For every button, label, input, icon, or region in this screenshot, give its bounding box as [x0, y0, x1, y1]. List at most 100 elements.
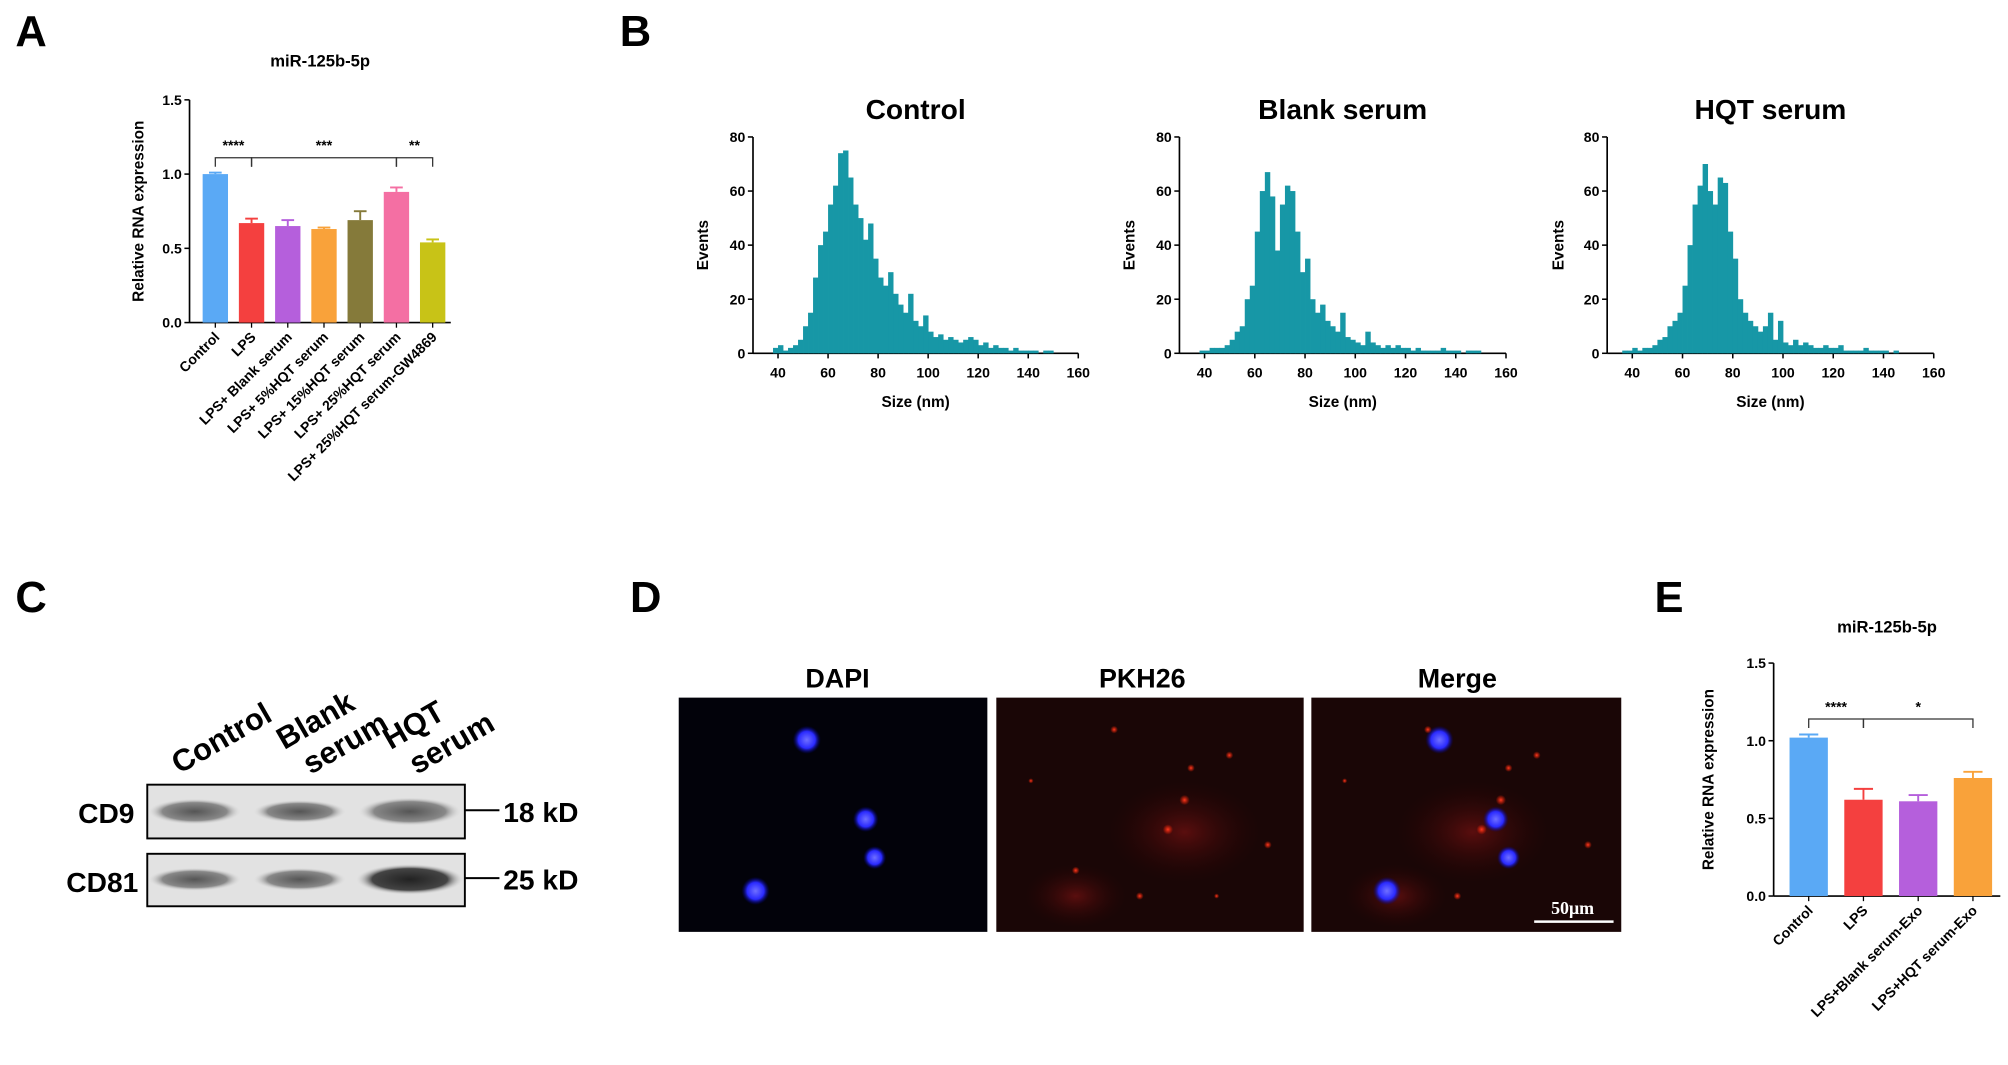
nucleus: [792, 725, 821, 754]
histogram-bar: [1762, 326, 1769, 354]
significance-bracket: [250, 157, 398, 167]
histogram-bar: [1048, 350, 1054, 354]
histogram-bar: [1732, 258, 1739, 354]
chart-title: Control: [866, 94, 966, 125]
y-tick-label: 0.5: [162, 240, 182, 256]
blot-column: HQTserum: [377, 675, 501, 786]
histogram-bar: [1380, 347, 1386, 354]
histogram-bar: [1627, 350, 1633, 354]
y-tick-label: 80: [1584, 129, 1600, 145]
histogram-bar: [1028, 350, 1034, 354]
histogram-bar: [808, 312, 814, 354]
histogram-bar: [1315, 312, 1321, 354]
y-axis-label: Relative RNA expression: [130, 121, 147, 302]
x-tick-label: 120: [1394, 365, 1418, 381]
histogram-bar: [1863, 347, 1869, 354]
x-tick-label: LPS: [1840, 902, 1871, 933]
histogram-bar: [1893, 350, 1899, 354]
x-tick-label: 60: [1675, 365, 1691, 381]
panel-label: C: [15, 574, 46, 622]
histogram-bar: [1259, 191, 1266, 354]
x-tick-label: 120: [1821, 365, 1845, 381]
histogram-bar: [1707, 191, 1714, 354]
significance-label: ***: [316, 137, 333, 153]
histogram-bar: [1647, 347, 1653, 354]
histogram-bar: [1833, 347, 1839, 354]
histogram-bar: [1264, 172, 1271, 354]
histogram-bar: [1632, 347, 1638, 354]
histogram-bar: [978, 345, 984, 354]
panel-label: B: [620, 8, 651, 56]
y-tick-label: 1.0: [1746, 733, 1766, 749]
significance-label: **: [409, 137, 420, 153]
blot-column: Blankserum: [270, 675, 394, 786]
y-tick-label: 0: [1592, 345, 1600, 361]
histogram-bar: [1742, 312, 1749, 354]
x-tick-label: 100: [1771, 365, 1795, 381]
histogram-bar: [898, 304, 904, 354]
histogram-bar: [773, 347, 779, 354]
histogram-bar: [838, 153, 844, 354]
histogram-bar: [918, 326, 924, 354]
x-tick-label: 80: [1297, 365, 1313, 381]
x-axis-label: Size (nm): [881, 394, 949, 411]
histogram-bar: [1712, 204, 1719, 354]
y-tick-label: 40: [1584, 237, 1600, 253]
y-tick-label: 0.0: [162, 315, 182, 331]
histogram-bar: [1390, 347, 1396, 354]
scale-bar-label: 50μm: [1551, 898, 1594, 918]
histogram-bar: [858, 218, 864, 354]
nucleus: [741, 876, 770, 905]
significance-bracket: [1862, 718, 1974, 728]
histogram-bar: [1249, 285, 1256, 354]
histogram-bar: [913, 320, 919, 354]
significance-bracket: [395, 157, 434, 167]
bar: [419, 242, 446, 323]
x-tick-label: 80: [1725, 365, 1741, 381]
x-tick-label: 40: [770, 365, 786, 381]
histogram-bar: [1662, 337, 1668, 354]
histogram-bar: [1757, 331, 1764, 354]
band: [356, 864, 464, 895]
histogram-bar: [1003, 347, 1009, 354]
histogram-bar: [1667, 326, 1673, 354]
histogram-bar: [873, 258, 879, 354]
x-tick-label: 160: [1494, 365, 1518, 381]
histogram-bar: [958, 342, 964, 354]
histogram-bar: [983, 342, 989, 354]
significance-bracket: [1808, 718, 1865, 728]
histogram-bar: [878, 277, 884, 354]
histogram-bar: [1445, 350, 1452, 354]
histogram-bar: [1375, 345, 1381, 354]
y-tick-label: 60: [730, 183, 746, 199]
histogram-bar: [1682, 285, 1688, 354]
x-tick-label: 60: [820, 365, 836, 381]
histogram-bar: [823, 231, 829, 354]
merge-signal: [1342, 725, 1592, 929]
histogram-bar: [1269, 196, 1276, 354]
histogram-bar: [1219, 347, 1226, 354]
histogram-bar: [903, 312, 909, 354]
histogram-bar: [1385, 345, 1391, 354]
histogram-bar: [1652, 345, 1658, 354]
histogram-bar: [863, 239, 869, 354]
x-tick-label: 100: [916, 365, 940, 381]
histogram-bar: [1848, 350, 1854, 354]
histogram-bar: [893, 293, 899, 354]
histogram-bar: [1425, 350, 1432, 354]
chart-title: Blank serum: [1258, 94, 1427, 125]
y-tick-label: 0.0: [1746, 888, 1766, 904]
histogram-bar: [953, 339, 959, 354]
size-label: 18 kD: [503, 797, 578, 828]
x-axis-label: Size (nm): [1736, 394, 1804, 411]
histogram-bar: [1450, 350, 1457, 354]
histogram-bar: [1289, 191, 1296, 354]
histogram-bar: [1697, 185, 1704, 354]
bar: [202, 174, 229, 323]
histogram-bar: [1350, 339, 1356, 354]
histogram-bar: [1838, 345, 1844, 354]
histogram-bar: [793, 345, 799, 354]
histogram-bar: [1234, 331, 1241, 354]
histogram-bar: [1672, 320, 1678, 354]
histogram-bar: [1274, 250, 1281, 354]
